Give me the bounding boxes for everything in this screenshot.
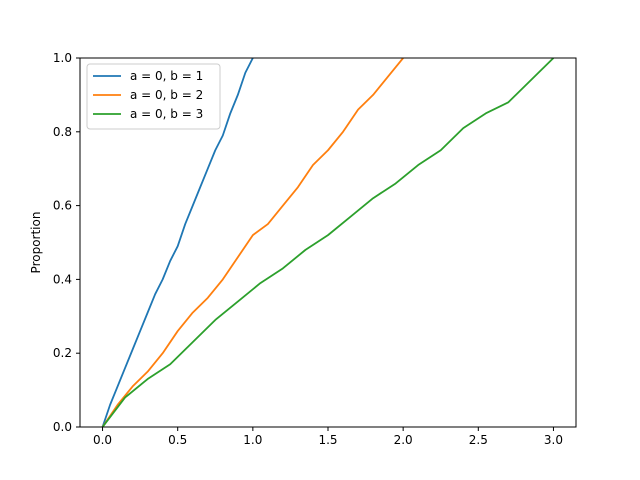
x-tick-label: 3.0 [544, 433, 563, 447]
x-tick-label: 0.5 [168, 433, 187, 447]
legend-box [86, 63, 221, 130]
legend: a = 0, b = 1 a = 0, b = 2 a = 0, b = 3 [86, 63, 221, 130]
legend-label: a = 0, b = 1 [130, 69, 203, 83]
series-layer [101, 58, 555, 427]
y-axis: 0.0 0.2 0.4 0.6 0.8 1.0 [53, 51, 80, 434]
series-line-3 [101, 58, 555, 427]
x-tick-label: 2.5 [469, 433, 488, 447]
y-tick-label: 0.0 [53, 420, 72, 434]
legend-label: a = 0, b = 2 [130, 88, 203, 102]
series-line-2 [101, 58, 404, 427]
y-tick-label: 0.6 [53, 199, 72, 213]
y-tick-label: 0.4 [53, 272, 72, 286]
y-tick-label: 0.2 [53, 346, 72, 360]
series-line-1 [101, 58, 254, 427]
x-tick-label: 0.0 [93, 433, 112, 447]
x-tick-label: 1.0 [243, 433, 262, 447]
x-tick-label: 2.0 [394, 433, 413, 447]
y-tick-label: 0.8 [53, 125, 72, 139]
x-axis: 0.0 0.5 1.0 1.5 2.0 2.5 3.0 [93, 427, 563, 447]
legend-label: a = 0, b = 3 [130, 107, 203, 121]
x-tick-label: 1.5 [318, 433, 337, 447]
y-axis-label: Proportion [29, 212, 43, 274]
y-tick-label: 1.0 [53, 51, 72, 65]
